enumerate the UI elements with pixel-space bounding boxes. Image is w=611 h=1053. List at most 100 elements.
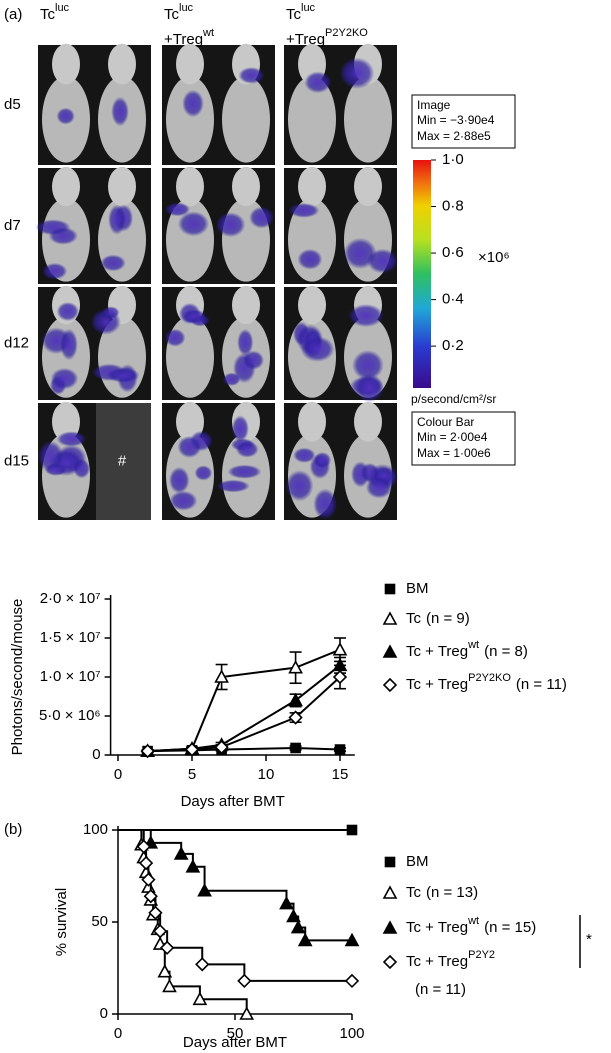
legend-entry-part: Tc + Treg: [406, 643, 468, 660]
row-label: d7: [4, 217, 21, 234]
x-tick-label: 0: [114, 1025, 122, 1042]
signal: [101, 306, 120, 319]
data-point: [173, 846, 189, 860]
signal: [235, 440, 259, 458]
x-tick-label: 5: [188, 766, 196, 783]
data-point: [138, 855, 154, 871]
data-point: [185, 859, 201, 873]
legend-entry-part: (n = 9): [426, 610, 470, 627]
signal: [238, 67, 265, 84]
data-point: [288, 659, 303, 674]
signal: [237, 328, 254, 356]
x-tick-label: 100: [339, 1025, 364, 1042]
column-header-part: Tc: [164, 6, 180, 23]
mouse-head: [52, 43, 80, 85]
signal: [182, 309, 207, 324]
legend-entry: Tc (n = 13): [406, 884, 478, 901]
data-point: [141, 872, 156, 887]
data-point: [140, 743, 155, 759]
column-header: Tcluc: [40, 2, 70, 23]
signal: [231, 415, 249, 443]
mouse-head: [108, 43, 136, 85]
signal: [348, 304, 384, 328]
signal: [194, 465, 213, 481]
y-tick-label: 100: [83, 821, 108, 838]
colorbar-tick-label: 0·8: [442, 197, 464, 214]
data-point: [346, 824, 358, 836]
data-point: [288, 710, 303, 725]
data-point: [237, 973, 252, 989]
colour-box-title: Colour Bar: [417, 415, 474, 429]
signal: [106, 367, 140, 383]
signal: [168, 466, 190, 494]
signal: [177, 435, 202, 459]
signal: [216, 479, 250, 493]
column-header-part: +Treg: [164, 31, 203, 48]
data-point: [152, 924, 168, 939]
missing-image: [96, 403, 151, 520]
mouse-body: [344, 76, 392, 163]
mouse-head: [298, 285, 326, 325]
legend-marker: [384, 856, 396, 868]
data-point: [279, 895, 294, 910]
y-tick-label: 0: [100, 1005, 108, 1022]
signal: [182, 89, 204, 118]
legend-entry-part: wt: [467, 639, 479, 651]
signal: [56, 431, 87, 447]
colorbar-tick-label: 0·6: [442, 244, 464, 261]
y-tick-label: 1·0 × 10⁷: [40, 668, 101, 685]
signal: [242, 350, 265, 370]
column-header: +Tregwt: [164, 27, 214, 48]
x-axis-label: Days after BMT: [183, 1034, 287, 1051]
mouse-head: [232, 166, 260, 207]
imaging-panel: #: [35, 43, 399, 520]
data-point: [332, 669, 348, 685]
image-box-min: Min = −3·90e4: [417, 113, 495, 127]
signal: [48, 227, 78, 245]
legend-entry-part: (n = 8): [484, 643, 528, 660]
mouse-body: [222, 76, 270, 163]
column-header: Tcluc: [286, 2, 316, 23]
column-header-part: Tc: [40, 6, 56, 23]
panel-label: (b): [4, 821, 22, 838]
signal: [111, 96, 129, 127]
signal: [215, 212, 246, 238]
signal: [367, 248, 398, 274]
legend-entry: (n = 11): [415, 981, 466, 998]
signal: [297, 248, 323, 270]
legend-entry: Tc (n = 9): [406, 610, 470, 627]
x-tick-label: 15: [332, 766, 349, 783]
y-tick-label: 50: [91, 913, 108, 930]
colorbar: [413, 160, 431, 388]
y-axis-label: Photons/second/mouse: [9, 599, 26, 756]
signal: [313, 452, 332, 469]
mouse-head: [298, 401, 326, 442]
data-point: [160, 940, 175, 955]
legend-entry: BM: [406, 853, 429, 870]
signal: [249, 206, 274, 229]
data-point: [334, 744, 346, 755]
legend-entry-part: P2Y2KO: [468, 672, 511, 684]
data-point: [192, 991, 208, 1006]
signal: [169, 490, 198, 511]
data-point: [184, 742, 200, 757]
data-point: [344, 973, 360, 989]
signal: [60, 328, 78, 361]
data-point: [195, 957, 210, 972]
legend-entry: BM: [406, 580, 429, 597]
image-box-max: Max = 2·88e5: [417, 129, 491, 143]
legend-entry: Tc + TregP2Y2: [406, 949, 495, 970]
legend-entry-part: wt: [467, 915, 479, 927]
row-label: d5: [4, 96, 21, 113]
legend-marker: [382, 954, 398, 970]
x-tick-label: 50: [227, 1025, 244, 1042]
data-point: [214, 740, 229, 755]
signal: [352, 350, 384, 381]
y-tick-label: 1·5 × 10⁷: [40, 629, 101, 646]
column-header-part: Tc: [286, 6, 302, 23]
signal: [293, 447, 316, 463]
x-tick-label: 10: [258, 766, 275, 783]
data-point: [143, 889, 158, 904]
row-label: d15: [4, 452, 29, 469]
missing-mark: #: [118, 452, 127, 469]
